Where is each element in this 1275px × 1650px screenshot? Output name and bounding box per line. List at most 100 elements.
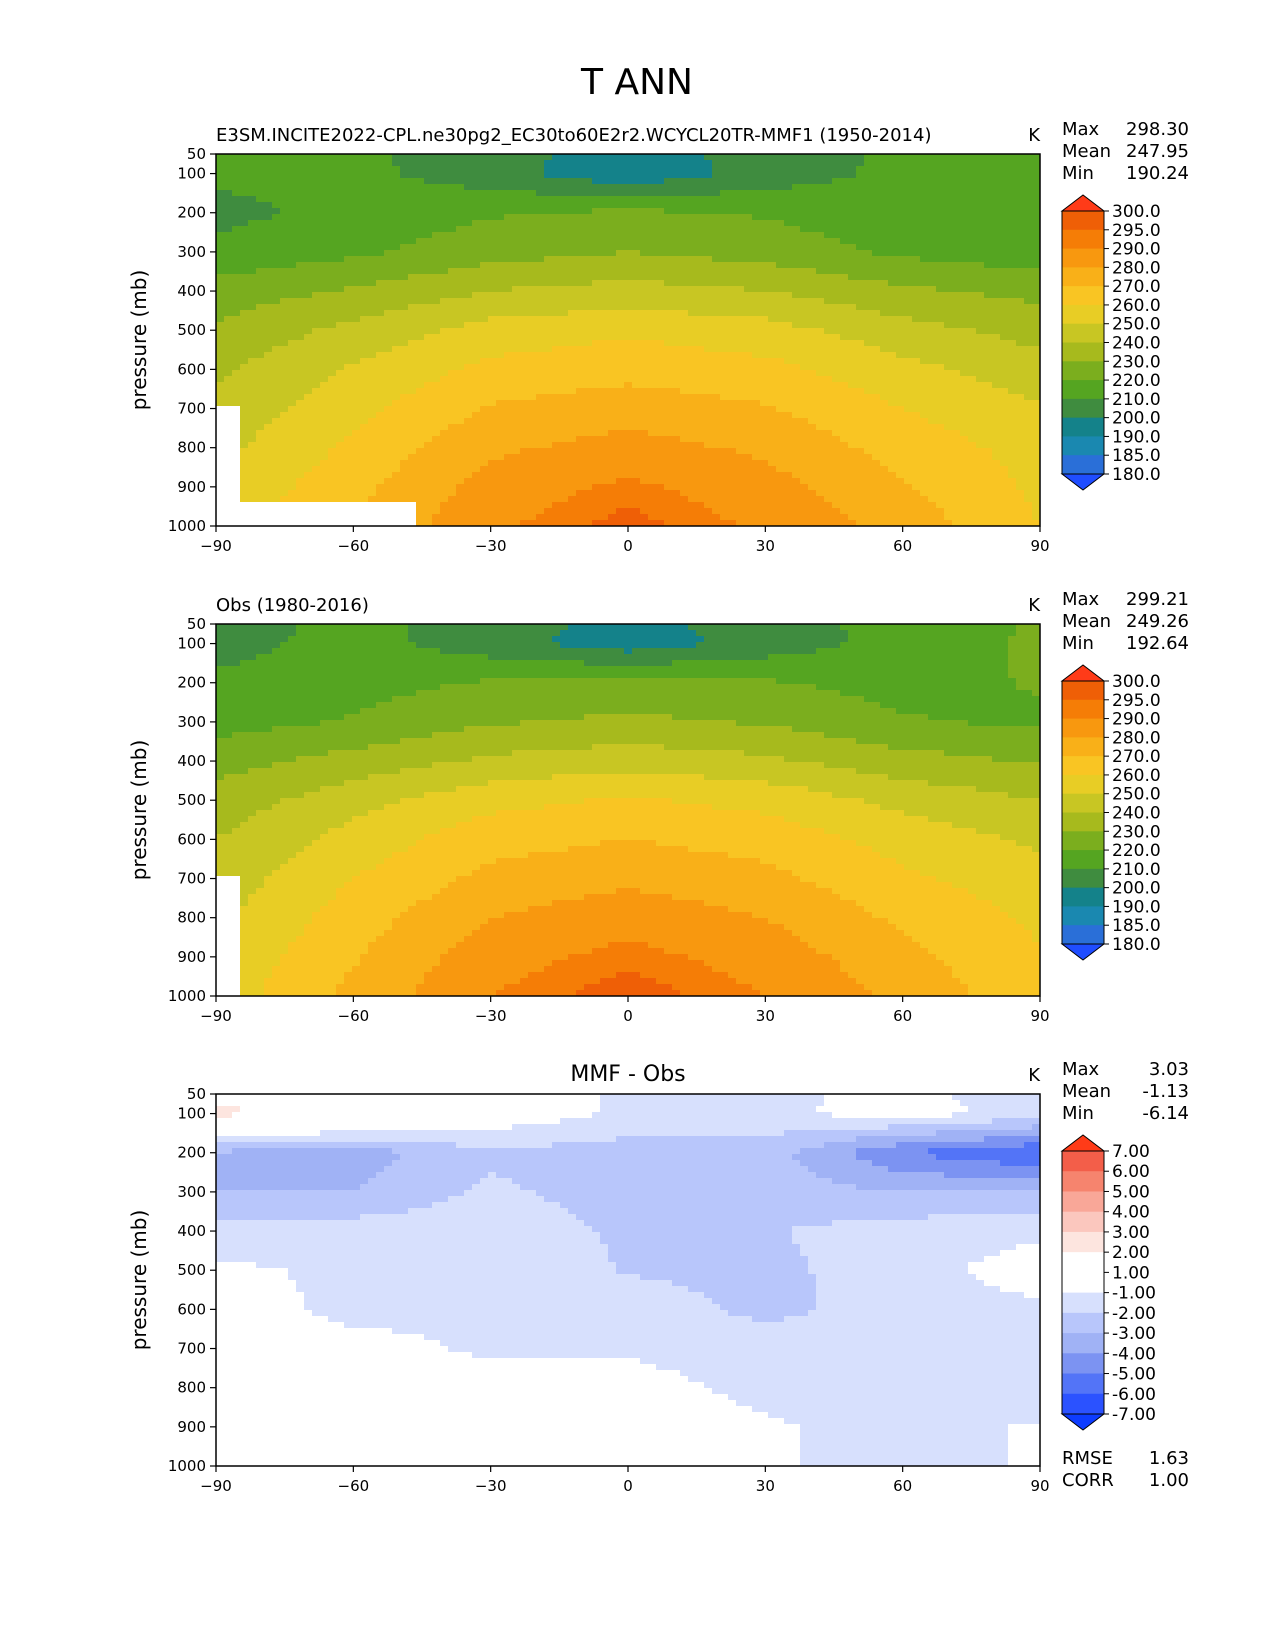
contour-cell xyxy=(520,214,529,221)
contour-cell xyxy=(896,202,905,209)
contour-cell xyxy=(1000,220,1009,227)
contour-cell xyxy=(480,364,489,371)
contour-cell xyxy=(400,166,409,173)
contour-cell xyxy=(576,316,585,323)
contour-cell xyxy=(600,220,609,227)
contour-cell xyxy=(560,370,569,377)
contour-cell xyxy=(560,352,569,359)
contour-cell xyxy=(728,172,737,179)
contour-cell xyxy=(344,436,353,443)
contour-cell xyxy=(496,310,505,317)
contour-cell xyxy=(896,316,905,323)
contour-cell xyxy=(840,238,849,245)
contour-cell xyxy=(576,394,585,401)
contour-cell xyxy=(888,394,897,401)
contour-cell xyxy=(624,262,633,269)
contour-cell xyxy=(328,310,337,317)
contour-cell xyxy=(512,286,521,293)
contour-cell xyxy=(256,160,265,167)
contour-cell xyxy=(648,196,657,203)
contour-cell xyxy=(920,178,929,185)
contour-cell xyxy=(872,196,881,203)
contour-cell xyxy=(576,376,585,383)
contour-cell xyxy=(328,424,337,431)
contour-cell xyxy=(712,388,721,395)
contour-cell xyxy=(656,304,665,311)
contour-cell xyxy=(1000,280,1009,287)
contour-cell xyxy=(936,310,945,317)
contour-cell xyxy=(248,316,257,323)
contour-cell xyxy=(528,340,537,347)
contour-cell xyxy=(616,382,625,389)
contour-cell xyxy=(288,214,297,221)
contour-cell xyxy=(776,244,785,251)
contour-cell xyxy=(840,226,849,233)
contour-cell xyxy=(504,172,513,179)
contour-cell xyxy=(728,400,737,407)
contour-cell xyxy=(320,172,329,179)
contour-cell xyxy=(376,364,385,371)
contour-cell xyxy=(760,256,769,263)
contour-cell xyxy=(640,400,649,407)
contour-cell xyxy=(728,232,737,239)
contour-cell xyxy=(640,256,649,263)
contour-cell xyxy=(672,166,681,173)
contour-cell xyxy=(1032,274,1040,281)
contour-cell xyxy=(368,184,377,191)
contour-cell xyxy=(824,400,833,407)
contour-cell xyxy=(800,346,809,353)
contour-cell xyxy=(616,316,625,323)
contour-cell xyxy=(864,436,873,443)
contour-cell xyxy=(584,322,593,329)
contour-cell xyxy=(832,352,841,359)
contour-cell xyxy=(400,268,409,275)
contour-cell xyxy=(808,190,817,197)
contour-cell xyxy=(904,202,913,209)
contour-cell xyxy=(416,370,425,377)
contour-cell xyxy=(240,208,249,215)
contour-cell xyxy=(224,304,233,311)
contour-cell xyxy=(664,394,673,401)
contour-cell xyxy=(792,250,801,257)
contour-cell xyxy=(584,316,593,323)
contour-cell xyxy=(624,400,633,407)
contour-cell xyxy=(464,178,473,185)
contour-cell xyxy=(392,274,401,281)
contour-cell xyxy=(472,316,481,323)
contour-cell xyxy=(272,166,281,173)
contour-cell xyxy=(752,352,761,359)
contour-cell xyxy=(544,244,553,251)
contour-cell xyxy=(288,316,297,323)
contour-cell xyxy=(264,298,273,305)
contour-cell xyxy=(744,196,753,203)
contour-cell xyxy=(296,322,305,329)
contour-cell xyxy=(408,184,417,191)
contour-cell xyxy=(856,208,865,215)
contour-cell xyxy=(608,418,617,425)
contour-cell xyxy=(640,184,649,191)
contour-cell xyxy=(392,412,401,419)
contour-cell xyxy=(288,394,297,401)
contour-cell xyxy=(248,202,257,209)
contour-cell xyxy=(944,364,953,371)
contour-cell xyxy=(584,256,593,263)
contour-cell xyxy=(248,430,257,437)
contour-cell xyxy=(896,268,905,275)
contour-cell xyxy=(856,388,865,395)
contour-cell xyxy=(784,424,793,431)
contour-cell xyxy=(528,316,537,323)
contour-cell xyxy=(544,202,553,209)
contour-cell xyxy=(976,220,985,227)
contour-cell xyxy=(344,196,353,203)
contour-cell xyxy=(568,328,577,335)
contour-cell xyxy=(552,430,561,437)
contour-cell xyxy=(776,232,785,239)
contour-cell xyxy=(936,394,945,401)
contour-cell xyxy=(424,220,433,227)
contour-cell xyxy=(392,226,401,233)
contour-cell xyxy=(616,310,625,317)
contour-cell xyxy=(264,430,273,437)
contour-cell xyxy=(584,172,593,179)
contour-cell xyxy=(328,304,337,311)
contour-cell xyxy=(744,388,753,395)
